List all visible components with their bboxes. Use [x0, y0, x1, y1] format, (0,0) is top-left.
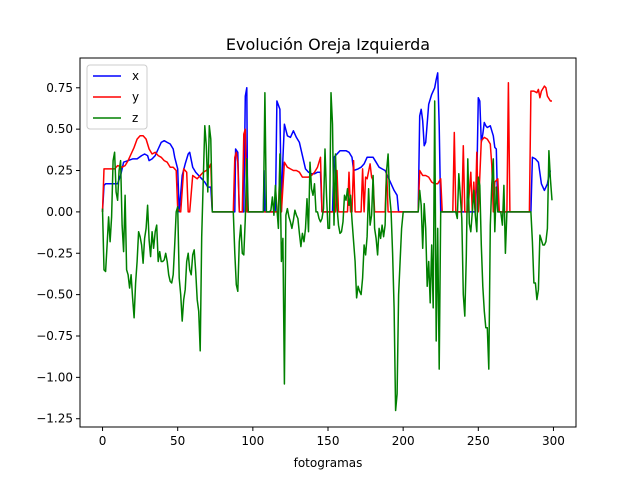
y-tick-label: −0.75: [36, 329, 73, 343]
y-tick-label: 0.75: [46, 81, 73, 95]
legend-label-x: x: [132, 69, 139, 83]
y-tick-label: −1.00: [36, 370, 73, 384]
y-tick-label: −1.25: [36, 412, 73, 426]
y-tick-label: 0.00: [46, 205, 73, 219]
plot-frame: [79, 57, 577, 428]
x-tick-label: 150: [317, 434, 340, 448]
x-tick-label: 200: [392, 434, 415, 448]
x-tick-label: 100: [241, 434, 264, 448]
series-line-y: [101, 82, 552, 213]
x-tick-label: 250: [467, 434, 490, 448]
series-line-z: [101, 91, 553, 412]
x-tick-label: 300: [542, 434, 565, 448]
x-axis-label: fotogramas: [294, 456, 363, 470]
series-layer: [101, 72, 553, 412]
y-axis-ticks: 0.75 0.50 0.25 0.00 −0.25 −0.50 −0.75 −1.00 −1.2…: [36, 81, 80, 426]
y-tick-label: −0.25: [36, 246, 73, 260]
legend: xyz: [86, 64, 148, 130]
x-axis-ticks: 0 50 100 150 200 250 300: [99, 427, 565, 448]
y-tick-label: 0.25: [46, 164, 73, 178]
x-tick-label: 0: [99, 434, 107, 448]
y-tick-label: −0.50: [36, 288, 73, 302]
legend-label-z: z: [132, 111, 138, 125]
y-tick-label: 0.50: [46, 122, 73, 136]
chart-title: Evolución Oreja Izquierda: [226, 35, 430, 54]
legend-label-y: y: [132, 90, 139, 104]
x-tick-label: 50: [170, 434, 185, 448]
